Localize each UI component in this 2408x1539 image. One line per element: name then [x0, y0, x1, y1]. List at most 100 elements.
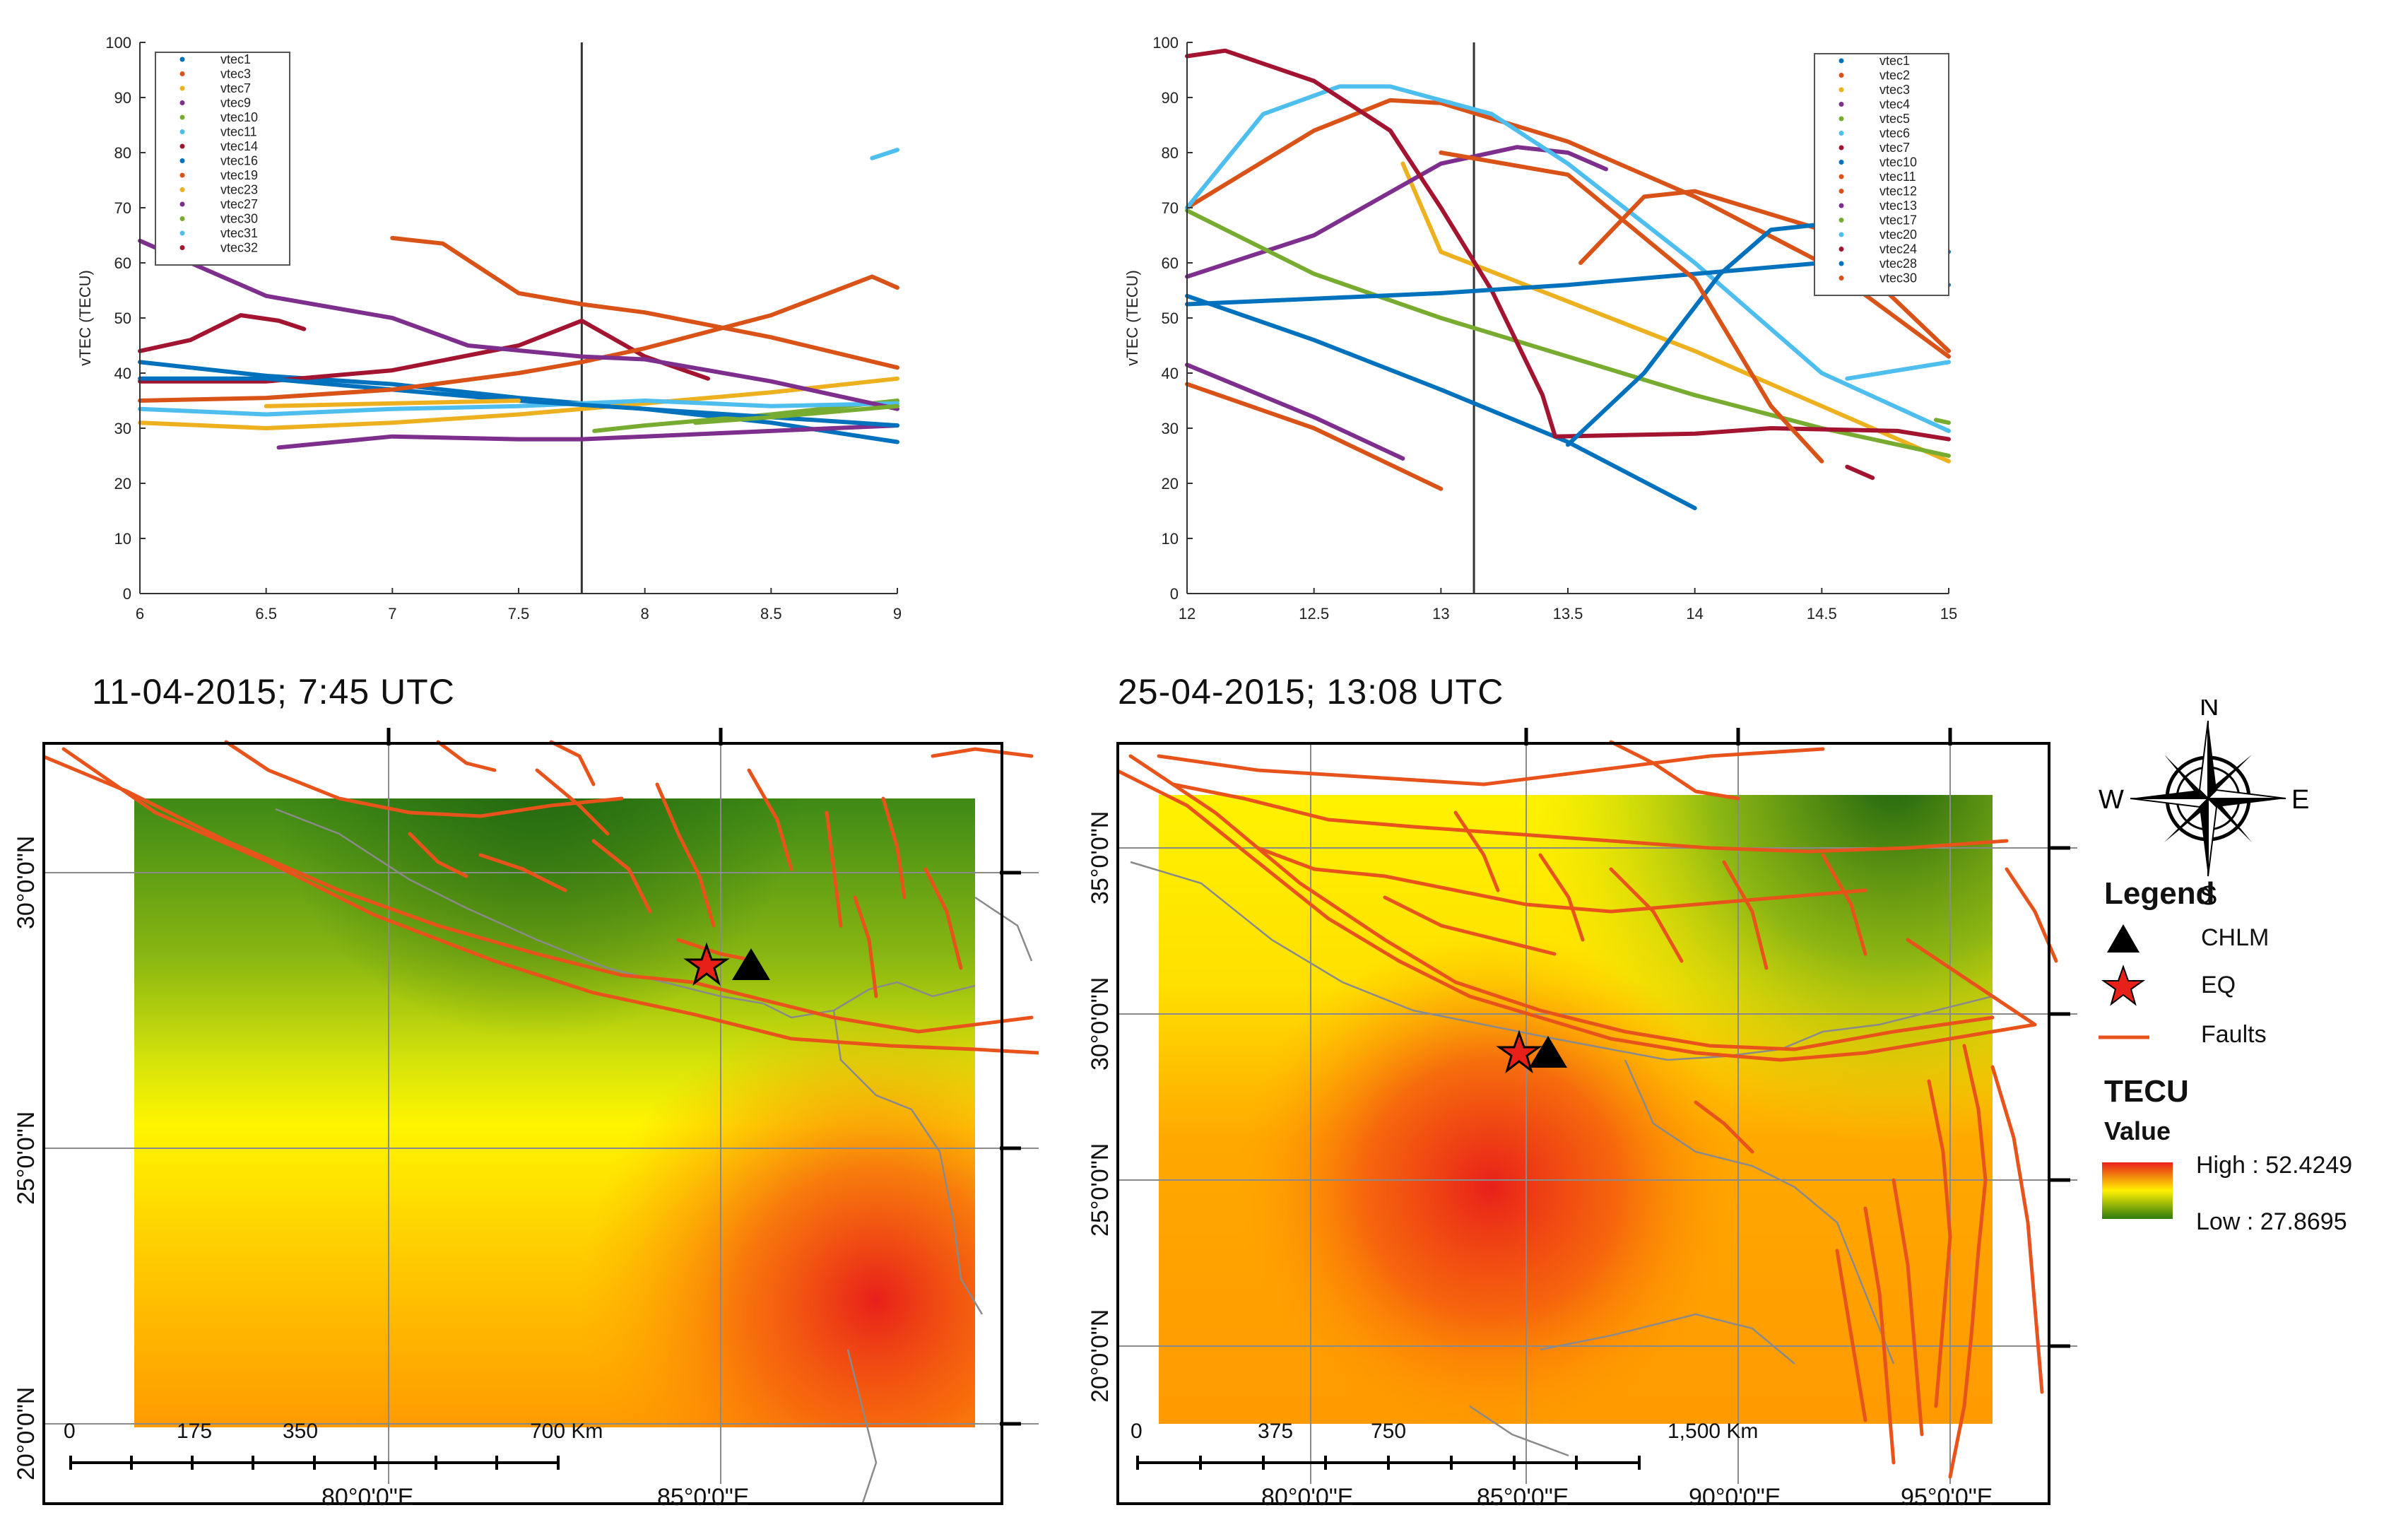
legend-entry-vtec24: vtec24: [1879, 242, 1917, 256]
y-tick-label: 50: [1162, 309, 1179, 327]
map-right-lon-85: 85°0'0"E: [1477, 1484, 1569, 1511]
map-legend: N S E W Legend CHLM EQ Faults TECU Value…: [2091, 700, 2402, 1237]
chlm-legend-triangle-icon: [2107, 924, 2140, 953]
y-tick-label: 10: [1162, 530, 1179, 548]
map-left-eq-star: [683, 942, 730, 986]
legend-marker-vtec10: [179, 114, 185, 120]
legend-entry-vtec30: vtec30: [220, 212, 258, 226]
y-tick-label: 100: [1152, 34, 1179, 52]
chart-legend-box: [1814, 53, 1949, 296]
legend-entry-vtec32: vtec32: [220, 241, 258, 255]
chart-legend-box: [155, 52, 290, 266]
map-right-lat-labels: 35°0'0"N 30°0'0"N 25°0'0"N 20°0'0"N: [1087, 811, 1114, 1403]
x-tick-label: 7: [388, 605, 396, 623]
lat-label-30r: 30°0'0"N: [1087, 977, 1114, 1071]
legend-value-title: Value: [2104, 1116, 2171, 1145]
y-axis-label: vTEC (TECU): [1123, 270, 1141, 366]
map-left-title: 11-04-2015; 7:45 UTC: [92, 672, 455, 712]
map-right-scale-1500: 1,500 Km: [1668, 1420, 1758, 1443]
lat-label-35: 35°0'0"N: [1087, 811, 1114, 904]
y-tick-label: 80: [114, 144, 131, 162]
legend-chlm-label: CHLM: [2201, 924, 2270, 951]
series-vtec20: [1845, 360, 1951, 381]
series-vtec1: [138, 360, 899, 444]
legend-entry-vtec9: vtec9: [220, 96, 251, 110]
legend-entry-vtec6: vtec6: [1879, 126, 1910, 141]
legend-entry-vtec10: vtec10: [1879, 155, 1917, 170]
vtec-chart-right: 0 10 20 30 40 50 60 70 80 90 100 12 12.5 13 13.5 14 14.5…: [1123, 34, 1957, 623]
lat-label-25: 25°0'0"N: [13, 1112, 40, 1205]
map-left-chlm-triangle: [732, 948, 770, 980]
x-tick-label: 6.5: [255, 605, 277, 623]
map-left-faults: [42, 740, 1039, 1055]
map-left-scale-175: 175: [177, 1420, 212, 1443]
y-tick-label: 70: [114, 199, 131, 217]
series-vtec19: [138, 274, 899, 403]
legend-entry-vtec11: vtec11: [1879, 170, 1916, 184]
series-vtec30: [693, 403, 899, 425]
map-right-lon-90: 90°0'0"E: [1689, 1484, 1781, 1511]
y-tick-label: 90: [1162, 89, 1179, 107]
legend-marker-vtec3: [179, 71, 185, 76]
map-left-scale-350: 350: [283, 1420, 318, 1443]
y-tick-label: 50: [114, 309, 131, 327]
compass-n: N: [2200, 700, 2219, 721]
legend-entry-vtec3: vtec3: [220, 67, 251, 81]
legend-marker-vtec9: [179, 100, 185, 105]
lat-label-30: 30°0'0"N: [13, 836, 40, 929]
legend-marker-vtec5: [1839, 116, 1844, 122]
vtec-chart-left: 0 10 20 30 40 50 60 70 80 90 100 6 6.5 7 7.5 8 8.5 9 vTEC …: [76, 34, 902, 623]
map-right-eq-star: [1496, 1030, 1542, 1073]
eq-legend-star-icon: [2101, 964, 2146, 1006]
legend-entry-vtec30: vtec30: [1879, 271, 1917, 285]
series-vtec32: [138, 313, 307, 353]
map-right-scale-0: 0: [1131, 1420, 1143, 1443]
legend-entry-vtec19: vtec19: [220, 168, 258, 182]
legend-eq-label: EQ: [2201, 972, 2236, 998]
legend-entry-vtec23: vtec23: [220, 183, 258, 197]
y-tick-label: 20: [114, 475, 131, 493]
legend-entry-vtec10: vtec10: [220, 110, 258, 124]
x-tick-label: 8.5: [760, 605, 782, 623]
legend-entry-vtec20: vtec20: [1879, 228, 1917, 242]
legend-marker-vtec6: [1839, 131, 1844, 136]
series-vtec7: [138, 376, 899, 430]
legend-marker-vtec2: [1839, 73, 1844, 78]
series-vtec31: [870, 148, 899, 160]
y-tick-label: 20: [1162, 475, 1179, 493]
y-tick-label: 30: [1162, 420, 1179, 437]
series-vtec6: [1185, 84, 1951, 433]
map-left-raster: [134, 798, 975, 1427]
map-right-lon-80: 80°0'0"E: [1261, 1484, 1354, 1511]
legend-entry-vtec27: vtec27: [220, 197, 258, 211]
legend-marker-vtec20: [1839, 232, 1844, 237]
y-tick-label: 10: [114, 530, 131, 548]
legend-entry-vtec3: vtec3: [1879, 83, 1910, 97]
legend-marker-vtec11: [1839, 174, 1844, 179]
legend-marker-vtec7: [179, 86, 185, 91]
legend-entry-vtec12: vtec12: [1879, 184, 1917, 199]
legend-marker-vtec19: [179, 172, 185, 178]
map-right-scale-375: 375: [1258, 1420, 1293, 1443]
legend-entry-vtec14: vtec14: [220, 139, 258, 153]
series-vtec1: [1185, 293, 1697, 511]
series-vtec23: [264, 399, 521, 408]
legend-marker-vtec27: [179, 201, 185, 207]
map-left-lat-labels: 30°0'0"N 25°0'0"N 20°0'0"N: [13, 836, 40, 1480]
legend-entry-vtec11: vtec11: [220, 125, 257, 139]
x-tick-label: 14.5: [1807, 605, 1837, 623]
legend-entry-vtec16: vtec16: [220, 154, 258, 168]
legend-marker-vtec4: [1839, 102, 1844, 107]
map-left-borders: [275, 808, 1033, 1506]
x-tick-label: 8: [641, 605, 649, 623]
legend-marker-vtec10: [1839, 160, 1844, 165]
legend-marker-vtec3: [1839, 87, 1844, 93]
y-tick-label: 80: [1162, 144, 1179, 162]
legend-marker-vtec1: [179, 57, 185, 62]
y-tick-label: 60: [1162, 254, 1179, 272]
compass-s: S: [2200, 881, 2217, 911]
legend-marker-vtec11: [179, 129, 185, 134]
legend-entry-vtec28: vtec28: [1879, 256, 1917, 271]
series-vtec14: [138, 318, 710, 384]
legend-marker-vtec17: [1839, 218, 1844, 223]
